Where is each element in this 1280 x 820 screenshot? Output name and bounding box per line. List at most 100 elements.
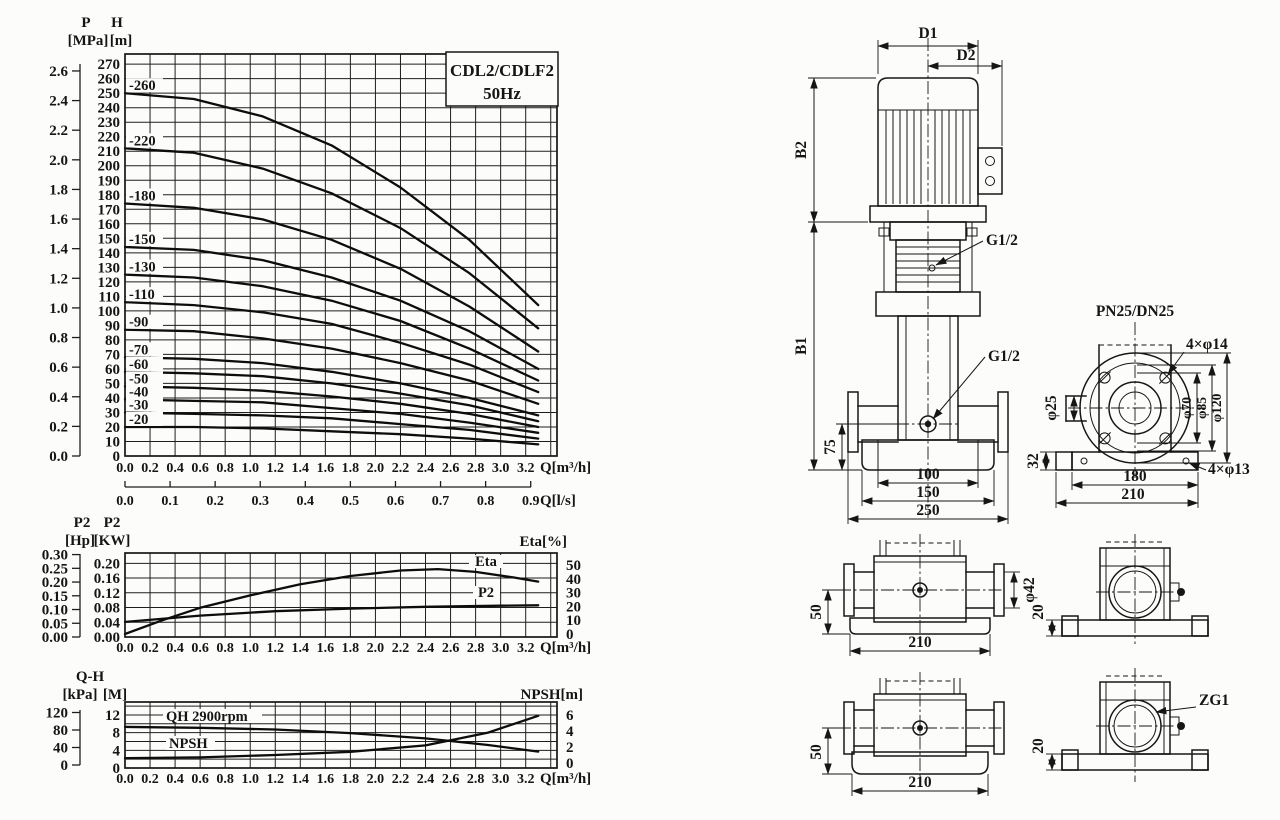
curve-label: -150 <box>129 232 156 248</box>
axis-tick-label: 110 <box>98 289 120 305</box>
axis-tick-label: 1.2 <box>49 271 68 287</box>
axis-tick-label: 2.6 <box>49 64 68 80</box>
axis-tick-label: 1.2 <box>267 461 285 476</box>
axis-tick-label: 0.4 <box>166 641 184 656</box>
terminal-box <box>977 147 1003 195</box>
axis-tick-label: 0.1 <box>161 494 179 509</box>
axis-tick-label: 1.8 <box>342 641 360 656</box>
axis-tick-label: 40 <box>566 572 581 588</box>
axis-tick-label: 0.4 <box>166 461 184 476</box>
axis-tick-label: 1.8 <box>342 772 360 787</box>
axis-tick-label: 0.6 <box>191 772 209 787</box>
axis-tick-label: 3.2 <box>517 772 535 787</box>
axis-tick-label: 150 <box>98 231 121 247</box>
axis-tick-label: 0.05 <box>42 616 68 632</box>
hp-axis-name: P2 <box>74 515 91 531</box>
dim-100-label: 100 <box>916 466 940 483</box>
axis-tick-label: 3.2 <box>517 641 535 656</box>
curve-label: -40 <box>129 384 148 400</box>
axis-tick-label: 0.0 <box>116 641 134 656</box>
curve-label: -90 <box>129 315 148 331</box>
axis-tick-label: 0.12 <box>94 586 120 602</box>
dim-d120-label: φ120 <box>1209 393 1224 422</box>
axis-tick-label: 1.4 <box>49 242 68 258</box>
axis-tick-label: 2.0 <box>367 641 385 656</box>
dim-b1-label: B1 <box>793 337 810 355</box>
p-axis-name: P <box>81 15 90 31</box>
dim-32-label: 32 <box>1025 453 1042 469</box>
axis-tick-label: 0.10 <box>42 603 68 619</box>
axis-tick-label: 0.15 <box>42 589 68 605</box>
axis-tick-label: 4 <box>566 724 574 740</box>
axis-tick-label: 1.6 <box>49 212 68 228</box>
base-view-bot-left: 50 210 <box>808 672 1005 796</box>
curve-label: -130 <box>129 260 156 276</box>
x-axis-label: Q[m³/h] <box>540 460 591 476</box>
axis-tick-label: 0.2 <box>206 494 224 509</box>
axis-tick-label: 40 <box>53 741 68 757</box>
axis-tick-label: 3.0 <box>492 772 510 787</box>
axis-tick-label: 1.6 <box>317 772 335 787</box>
axis-tick-label: 0.0 <box>116 461 134 476</box>
curve-label: QH 2900rpm <box>166 709 248 725</box>
axis-tick-label: 20 <box>105 420 120 436</box>
eta-axis-label: Eta[%] <box>520 534 568 550</box>
port-side-label: G1/2 <box>988 348 1020 365</box>
axis-tick-label: 240 <box>98 101 121 117</box>
axis-tick-label: 170 <box>98 202 121 218</box>
dim-d85-label: φ85 <box>1194 397 1209 419</box>
axis-tick-label: 0.4 <box>49 390 68 406</box>
axis-tick-label: 0.8 <box>216 461 234 476</box>
curve-label: P2 <box>478 585 494 601</box>
axis-tick-label: 1.2 <box>267 641 285 656</box>
curve-label: -70 <box>129 342 148 358</box>
axis-tick-label: 3.2 <box>517 461 535 476</box>
axis-tick-label: 250 <box>98 86 121 102</box>
axis-tick-label: 2.2 <box>49 123 68 139</box>
dim-210-label: 210 <box>1121 486 1145 503</box>
axis-tick-label: 0.5 <box>342 494 360 509</box>
dim-20-label: 20 <box>1030 738 1047 754</box>
axis-tick-label: 0.9 <box>522 494 540 509</box>
axis-tick-label: 0.4 <box>297 494 315 509</box>
axis-tick-label: 3.0 <box>492 461 510 476</box>
axis-tick-label: 0.6 <box>191 461 209 476</box>
chart-subtitle: 50Hz <box>483 84 521 103</box>
axis-tick-label: 0.20 <box>94 556 120 572</box>
axis-tick-label: 0.0 <box>49 449 68 465</box>
axis-tick-label: 0.7 <box>432 494 450 509</box>
axis-tick-label: 0 <box>113 449 121 465</box>
axis-tick-label: 0.4 <box>166 772 184 787</box>
axis-tick-label: 0.6 <box>387 494 405 509</box>
axis-tick-label: 2.4 <box>417 772 435 787</box>
axis-tick-label: 0 <box>566 756 574 772</box>
axis-tick-label: 30 <box>105 405 120 421</box>
curve-label: -20 <box>129 412 148 428</box>
axis-tick-label: 60 <box>105 362 120 378</box>
axis-tick-label: 1.0 <box>241 772 259 787</box>
axis-tick-label: 0.2 <box>141 461 159 476</box>
axis-tick-label: 2.6 <box>442 461 460 476</box>
axis-tick-label: 180 <box>98 188 121 204</box>
dim-20-label: 20 <box>1030 604 1047 620</box>
pump-front-view: D1 D2 B2 <box>793 25 1020 524</box>
axis-tick-label: 2.0 <box>49 153 68 169</box>
axis-tick-label: 12 <box>105 708 120 724</box>
curve-label: -60 <box>129 357 148 373</box>
dim-50-label: 50 <box>808 744 825 760</box>
axis-tick-label: 2.4 <box>49 94 68 110</box>
m-axis-unit: [M] <box>103 687 127 703</box>
axis-tick-label: 1.4 <box>292 461 310 476</box>
h-axis-name: H <box>111 15 123 31</box>
port-top-label: G1/2 <box>986 232 1018 249</box>
base-view-mid-left: 50 210 φ42 <box>808 534 1038 656</box>
axis-tick-label: 1.0 <box>49 301 68 317</box>
axis-tick-label: 2 <box>566 740 574 756</box>
axis-tick-label: 0.00 <box>94 630 120 646</box>
axis-tick-label: 0.8 <box>216 772 234 787</box>
dim-d1-label: D1 <box>919 25 938 42</box>
axis-tick-label: 1.6 <box>317 641 335 656</box>
